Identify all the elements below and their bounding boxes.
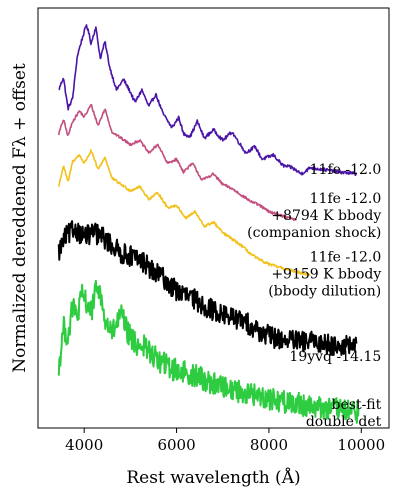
series-label-line: best-fit [332, 397, 382, 413]
spectrum-line-4 [57, 279, 360, 424]
series-label-4: best-fit double det [306, 397, 382, 430]
spectrum-line-3 [57, 220, 358, 356]
series-label-0: 11fe -12.0 [310, 162, 382, 178]
series-label-line: (bbody dilution) [268, 284, 381, 300]
series-label-line: 19yvq -14.15 [289, 349, 381, 365]
series-label-1: 11fe -12.0 +8794 K bbody (companion shock) [247, 191, 381, 241]
x-tick-label: 6000 [157, 436, 195, 454]
series-label-line: (companion shock) [247, 225, 381, 241]
series-label-line: 11fe -12.0 [310, 191, 382, 207]
series-label-3: 19yvq -14.15 [289, 349, 381, 365]
series-label-line: 11fe -12.0 [310, 250, 382, 266]
y-axis-label: Normalized dereddened Fλ + offset [10, 63, 30, 373]
x-tick-label: 4000 [65, 436, 103, 454]
x-tick-label: 10000 [337, 436, 385, 454]
spectrum-line-1 [58, 103, 297, 221]
x-ticks: 4000 6000 8000 10000 [65, 428, 385, 454]
x-tick-label: 8000 [250, 436, 288, 454]
series-label-2: 11fe -12.0 +9159 K bbody (bbody dilution) [268, 250, 381, 300]
series-label-line: +9159 K bbody [271, 267, 381, 283]
series-layer [57, 24, 360, 424]
spectrum-line-0 [58, 24, 358, 177]
plot-frame [37, 7, 390, 429]
x-axis-label: Rest wavelength (Å) [126, 467, 300, 488]
series-label-line: double det [306, 414, 382, 430]
series-label-line: 11fe -12.0 [310, 162, 382, 178]
series-label-line: +8794 K bbody [271, 208, 381, 224]
spectrum-line-2 [58, 149, 311, 276]
